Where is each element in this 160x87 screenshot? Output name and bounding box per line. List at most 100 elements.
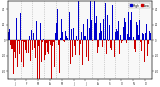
Bar [15, 40, 16, 58]
Bar [88, 40, 89, 61]
Bar [97, 40, 98, 53]
Bar [22, 40, 23, 41]
Bar [29, 29, 30, 40]
Bar [128, 40, 129, 44]
Bar [112, 5, 113, 40]
Bar [103, 25, 104, 40]
Bar [49, 40, 50, 41]
Bar [99, 33, 100, 40]
Bar [87, 19, 88, 40]
Bar [138, 35, 139, 40]
Bar [109, 25, 110, 40]
Bar [129, 37, 130, 40]
Bar [60, 38, 61, 40]
Bar [28, 40, 29, 53]
Bar [90, 1, 91, 40]
Bar [107, 15, 108, 40]
Bar [100, 23, 101, 40]
Bar [144, 40, 145, 62]
Bar [79, 40, 80, 55]
Bar [59, 40, 60, 73]
Bar [133, 37, 134, 40]
Bar [62, 32, 63, 40]
Bar [117, 31, 118, 40]
Bar [82, 40, 83, 65]
Bar [95, 23, 96, 40]
Bar [116, 29, 117, 40]
Bar [130, 15, 131, 40]
Bar [30, 40, 31, 61]
Bar [105, 3, 106, 40]
Bar [35, 40, 36, 58]
Bar [114, 40, 115, 57]
Bar [25, 40, 26, 50]
Bar [102, 40, 103, 47]
Bar [141, 40, 142, 51]
Bar [9, 29, 10, 40]
Bar [71, 29, 72, 40]
Bar [31, 40, 32, 41]
Bar [120, 35, 121, 40]
Bar [47, 40, 48, 52]
Bar [125, 22, 126, 40]
Bar [48, 40, 49, 54]
Bar [24, 40, 25, 42]
Bar [70, 40, 71, 64]
Bar [89, 28, 90, 40]
Bar [94, 34, 95, 40]
Bar [134, 40, 135, 49]
Bar [75, 40, 76, 56]
Bar [43, 39, 44, 40]
Bar [17, 40, 18, 67]
Bar [131, 12, 132, 40]
Bar [140, 40, 141, 42]
Bar [50, 40, 51, 45]
Bar [124, 18, 125, 40]
Bar [33, 33, 34, 40]
Bar [46, 40, 47, 43]
Bar [92, 23, 93, 40]
Bar [84, 36, 85, 40]
Bar [64, 40, 65, 42]
Bar [16, 18, 17, 40]
Bar [58, 40, 59, 45]
Bar [146, 24, 147, 40]
Bar [69, 12, 70, 40]
Bar [118, 21, 119, 40]
Bar [54, 40, 55, 67]
Bar [81, 31, 82, 40]
Bar [11, 28, 12, 40]
Bar [66, 35, 67, 40]
Bar [135, 40, 136, 52]
Bar [18, 40, 19, 41]
Bar [32, 40, 33, 50]
Bar [145, 33, 146, 40]
Bar [121, 40, 122, 43]
Bar [26, 40, 27, 54]
Bar [150, 33, 151, 40]
Bar [51, 40, 52, 79]
Bar [10, 40, 11, 45]
Bar [12, 40, 13, 49]
Bar [52, 40, 53, 46]
Bar [41, 40, 42, 62]
Bar [74, 40, 75, 46]
Bar [126, 40, 127, 43]
Bar [80, 40, 81, 44]
Bar [44, 40, 45, 60]
Bar [127, 34, 128, 40]
Bar [77, 40, 78, 41]
Bar [110, 40, 111, 48]
Bar [122, 40, 123, 41]
Bar [37, 40, 38, 79]
Bar [137, 25, 138, 40]
Bar [55, 33, 56, 40]
Bar [115, 32, 116, 40]
Bar [98, 40, 99, 47]
Bar [76, 36, 77, 40]
Bar [13, 40, 14, 74]
Bar [19, 40, 20, 54]
Bar [61, 19, 62, 40]
Bar [53, 40, 54, 42]
Bar [147, 40, 148, 56]
